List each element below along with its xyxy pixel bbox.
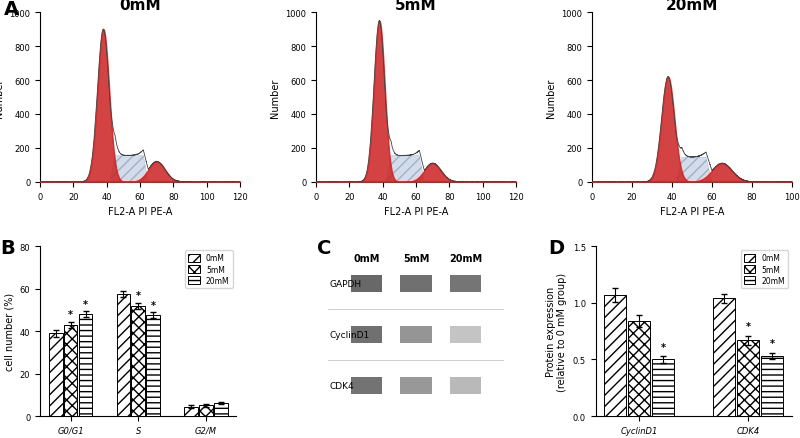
Text: C: C xyxy=(317,238,331,257)
Text: 20mM: 20mM xyxy=(449,254,482,264)
Y-axis label: Number: Number xyxy=(270,78,280,117)
Title: 5mM: 5mM xyxy=(395,0,437,13)
Legend: 0mM, 5mM, 20mM: 0mM, 5mM, 20mM xyxy=(741,251,788,288)
Text: D: D xyxy=(549,238,565,257)
Bar xyxy=(350,276,382,293)
Bar xyxy=(64,325,78,416)
Y-axis label: Protein expression
(relative to 0 mM group): Protein expression (relative to 0 mM gro… xyxy=(546,272,567,391)
Text: GAPDH: GAPDH xyxy=(330,279,362,289)
Text: *: * xyxy=(150,300,155,310)
Text: *: * xyxy=(770,339,774,348)
Text: *: * xyxy=(661,342,666,352)
Bar xyxy=(146,315,160,416)
Bar xyxy=(49,334,62,416)
X-axis label: FL2-A PI PE-A: FL2-A PI PE-A xyxy=(384,207,448,217)
Text: 5mM: 5mM xyxy=(403,254,429,264)
Bar xyxy=(214,403,227,416)
Y-axis label: Number: Number xyxy=(546,78,556,117)
Bar xyxy=(400,276,432,293)
Bar xyxy=(350,326,382,343)
X-axis label: FL2-A PI PE-A: FL2-A PI PE-A xyxy=(108,207,172,217)
Bar xyxy=(400,377,432,394)
Bar xyxy=(400,326,432,343)
Text: B: B xyxy=(1,238,15,257)
Bar xyxy=(450,377,482,394)
Text: *: * xyxy=(83,299,88,309)
Bar xyxy=(117,294,130,416)
Title: 20mM: 20mM xyxy=(666,0,718,13)
Text: *: * xyxy=(136,290,141,300)
Bar xyxy=(350,377,382,394)
Bar xyxy=(184,406,198,416)
Legend: 0mM, 5mM, 20mM: 0mM, 5mM, 20mM xyxy=(186,251,233,288)
Text: 0mM: 0mM xyxy=(354,254,380,264)
Bar xyxy=(450,276,482,293)
Bar xyxy=(737,340,759,416)
Text: A: A xyxy=(4,0,19,18)
Title: 0mM: 0mM xyxy=(119,0,161,13)
Bar xyxy=(652,360,674,416)
Bar xyxy=(131,306,145,416)
Text: *: * xyxy=(68,309,73,319)
Y-axis label: cell number (%): cell number (%) xyxy=(4,293,14,371)
Bar xyxy=(605,295,626,416)
Text: CDK4: CDK4 xyxy=(330,381,354,390)
Text: CyclinD1: CyclinD1 xyxy=(330,330,370,339)
Bar xyxy=(450,326,482,343)
Bar xyxy=(629,321,650,416)
Text: *: * xyxy=(746,321,750,332)
X-axis label: FL2-A PI PE-A: FL2-A PI PE-A xyxy=(660,207,724,217)
Y-axis label: Number: Number xyxy=(0,78,4,117)
Bar xyxy=(761,356,783,416)
Bar xyxy=(714,299,735,416)
Bar xyxy=(199,406,213,416)
Bar xyxy=(78,314,92,416)
